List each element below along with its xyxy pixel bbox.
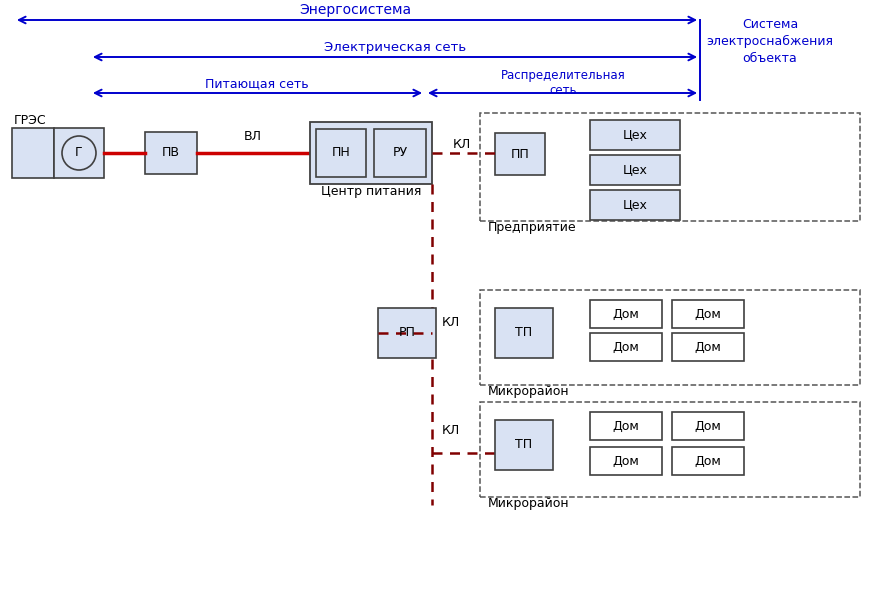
Text: Энергосистема: Энергосистема	[299, 3, 411, 17]
Text: Питающая сеть: Питающая сеть	[205, 77, 309, 90]
Text: ТП: ТП	[516, 439, 532, 452]
Text: КЛ: КЛ	[442, 424, 461, 437]
Text: РП: РП	[399, 327, 415, 340]
Bar	[590, 412, 662, 440]
Bar	[12, 128, 54, 178]
Bar	[378, 308, 436, 358]
Bar	[672, 333, 744, 361]
Text: Цех: Цех	[622, 129, 648, 142]
Text: Г: Г	[75, 146, 83, 159]
Text: Дом: Дом	[695, 340, 721, 353]
Text: Дом: Дом	[695, 419, 721, 433]
Text: ГРЭС: ГРЭС	[14, 114, 46, 127]
Text: Цех: Цех	[622, 199, 648, 211]
Text: ПН: ПН	[331, 146, 350, 159]
Text: ПВ: ПВ	[162, 146, 180, 159]
Text: ВЛ: ВЛ	[244, 130, 262, 143]
Text: Дом: Дом	[613, 455, 640, 468]
Bar	[54, 128, 104, 178]
Bar	[316, 129, 366, 177]
Bar	[495, 308, 553, 358]
Text: Предприятие: Предприятие	[488, 221, 577, 234]
Bar	[480, 113, 860, 221]
Text: Электрическая сеть: Электрическая сеть	[324, 40, 466, 54]
Text: Дом: Дом	[613, 340, 640, 353]
Text: КЛ: КЛ	[453, 139, 471, 152]
Bar	[480, 402, 860, 497]
Text: Распределительная
сеть: Распределительная сеть	[501, 68, 626, 98]
Text: Цех: Цех	[622, 164, 648, 177]
Bar	[310, 122, 432, 184]
Text: ТП: ТП	[516, 327, 532, 340]
Text: Система
электроснабжения
объекта: Система электроснабжения объекта	[706, 18, 834, 65]
Bar	[590, 333, 662, 361]
Bar	[672, 300, 744, 328]
Bar	[672, 412, 744, 440]
Text: Дом: Дом	[695, 308, 721, 321]
Bar	[590, 447, 662, 475]
Bar	[374, 129, 426, 177]
Text: ПП: ПП	[510, 148, 530, 161]
Text: Дом: Дом	[613, 419, 640, 433]
Bar	[590, 300, 662, 328]
Text: Центр питания: Центр питания	[321, 186, 421, 199]
Bar	[590, 120, 680, 150]
Text: КЛ: КЛ	[442, 315, 461, 328]
Bar	[590, 155, 680, 185]
Text: Дом: Дом	[695, 455, 721, 468]
Bar	[495, 420, 553, 470]
Circle shape	[62, 136, 96, 170]
Bar	[480, 290, 860, 385]
Text: РУ: РУ	[392, 146, 407, 159]
Text: Микрорайон: Микрорайон	[488, 497, 570, 511]
Text: Дом: Дом	[613, 308, 640, 321]
Bar	[495, 133, 545, 175]
Bar	[590, 190, 680, 220]
Text: Микрорайон: Микрорайон	[488, 386, 570, 399]
Bar	[672, 447, 744, 475]
Bar	[145, 132, 197, 174]
